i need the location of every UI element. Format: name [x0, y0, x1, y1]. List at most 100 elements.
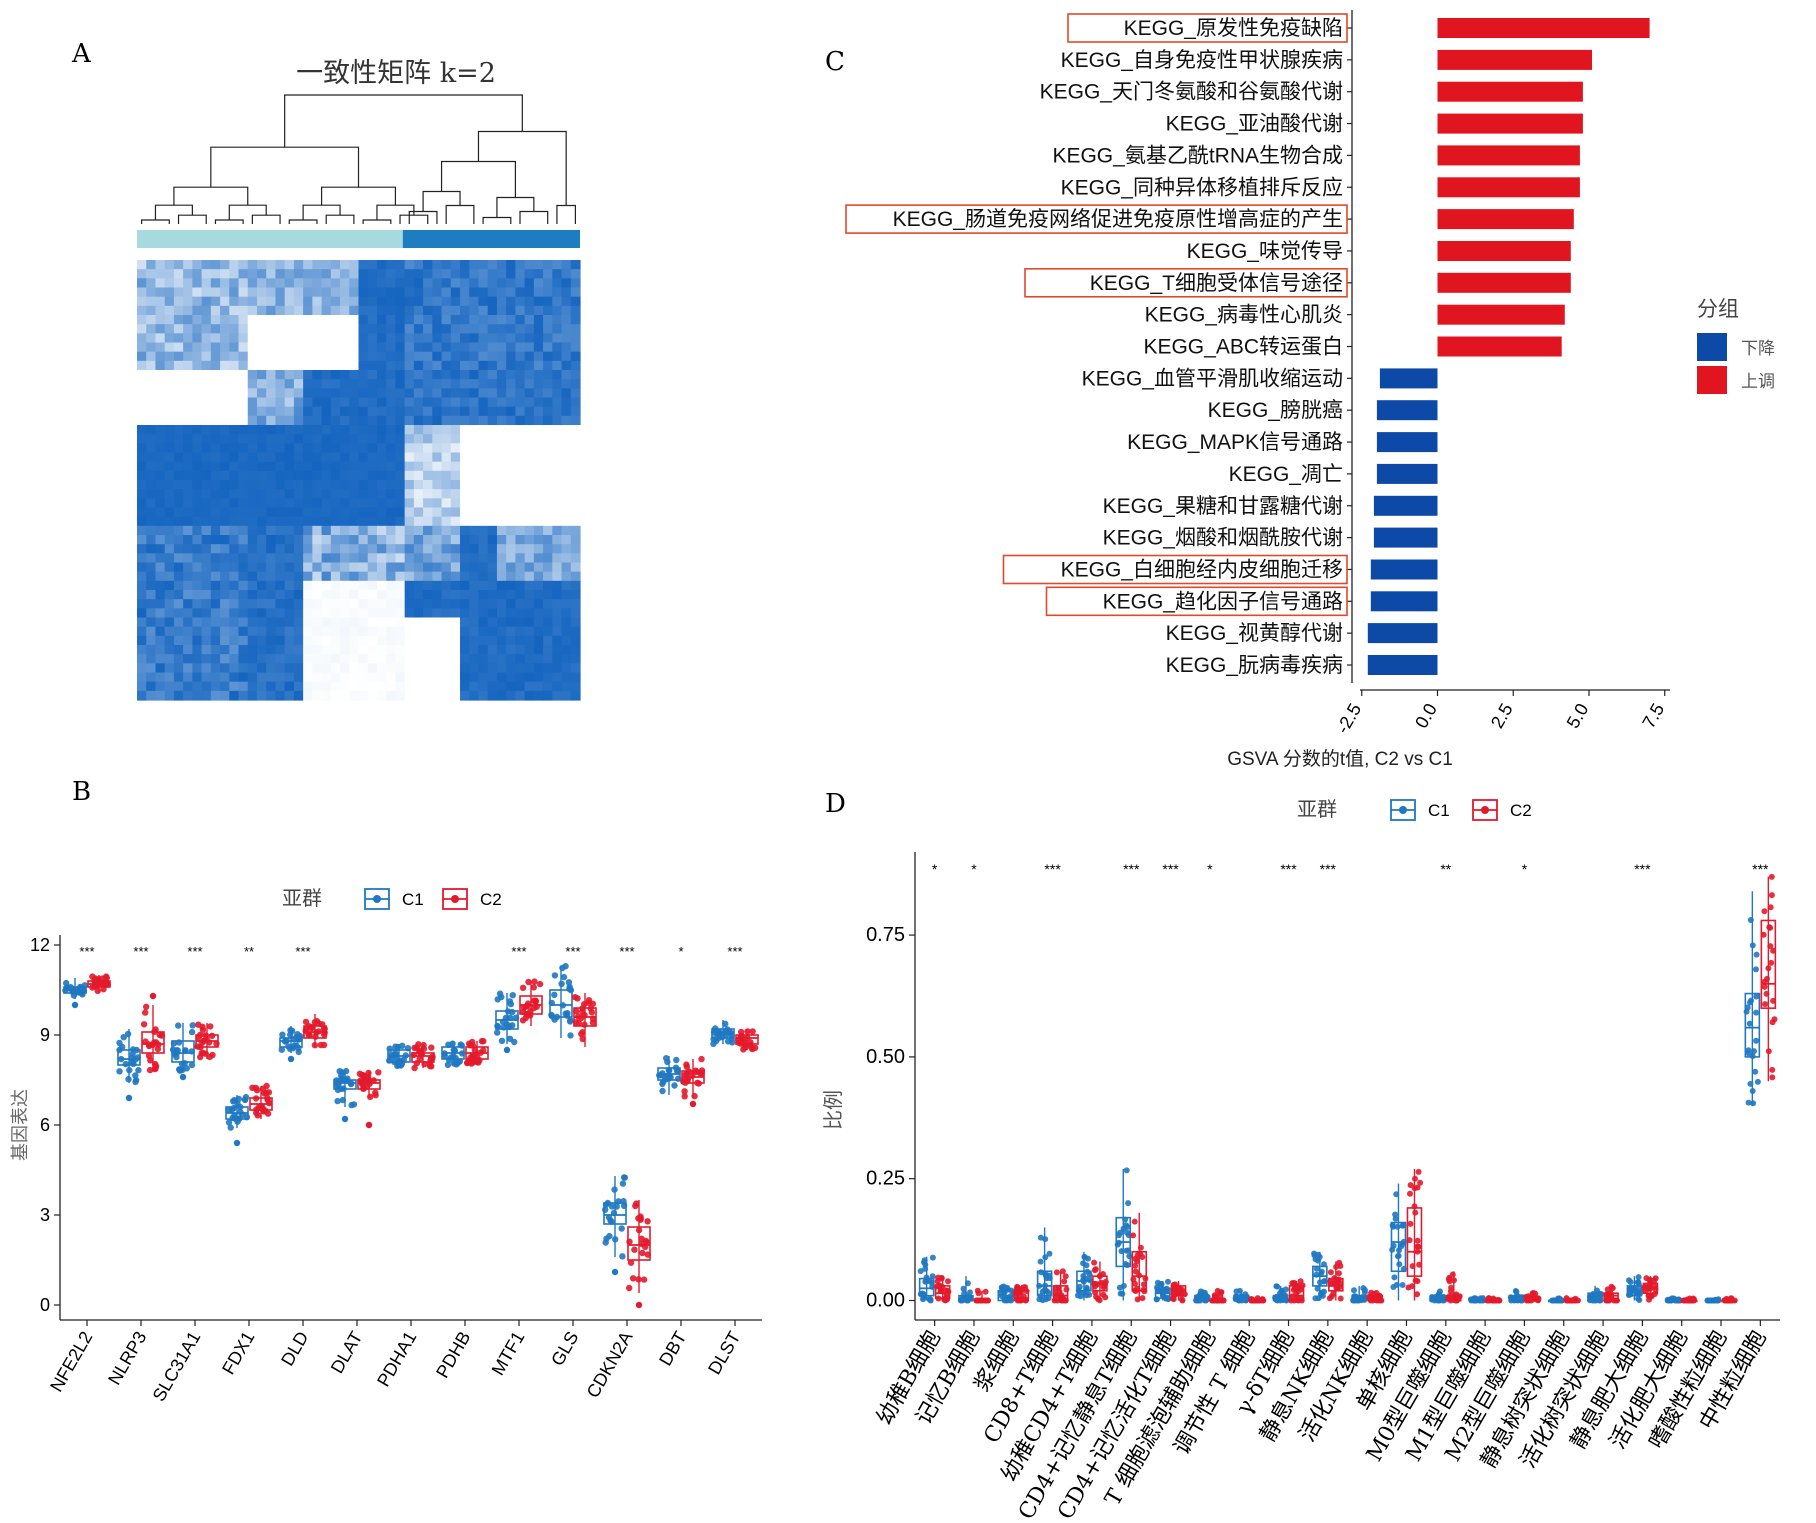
heatmap-cell: [358, 599, 369, 609]
data-point: [188, 1061, 196, 1069]
gsva-pathway-label: KEGG_MAPK信号通路: [1127, 431, 1343, 454]
heatmap-cell: [441, 415, 452, 426]
heatmap-cell: [321, 599, 332, 609]
heatmap-cell: [358, 617, 369, 628]
heatmap-cell: [395, 681, 406, 692]
heatmap-cell: [349, 397, 360, 408]
heatmap-cell: [496, 397, 507, 408]
heatmap-cell: [146, 315, 157, 325]
heatmap-cell: [460, 562, 470, 573]
heatmap-cell: [450, 324, 461, 334]
heatmap-cell: [284, 296, 295, 307]
heatmap-cell: [376, 544, 387, 554]
heatmap-cell: [404, 562, 415, 573]
heatmap-cell: [284, 434, 295, 444]
heatmap-cell: [340, 461, 350, 472]
heatmap-cell: [293, 562, 304, 573]
heatmap-cell: [330, 690, 341, 701]
heatmap-cell: [229, 305, 240, 316]
heatmap-cell: [413, 690, 424, 701]
heatmap-cell: [524, 553, 535, 564]
panel-c: C KEGG_原发性免疫缺陷KEGG_自身免疫性甲状腺疾病KEGG_天门冬氨酸和…: [825, 10, 1775, 770]
heatmap-cell: [496, 452, 507, 463]
heatmap-cell: [515, 360, 526, 371]
heatmap-cell: [404, 535, 415, 545]
data-point: [606, 1232, 613, 1240]
data-point: [1768, 959, 1775, 966]
data-point: [683, 1070, 690, 1077]
heatmap-cell: [469, 406, 480, 417]
heatmap-cell: [487, 690, 498, 701]
heatmap-cell: [533, 425, 544, 435]
heatmap-cell: [386, 480, 397, 490]
data-point: [103, 973, 110, 980]
heatmap-cell: [183, 269, 193, 279]
heatmap-cell: [256, 663, 267, 674]
heatmap-cell: [423, 324, 433, 334]
heatmap-cell: [570, 370, 581, 380]
heatmap-cell: [561, 269, 572, 279]
heatmap-cell: [367, 580, 378, 591]
heatmap-cell: [229, 452, 240, 463]
heatmap-cell: [358, 507, 369, 518]
heatmap-cell: [533, 672, 544, 683]
heatmap-cell: [506, 617, 516, 628]
heatmap-cell: [413, 672, 424, 683]
heatmap-cell: [229, 333, 240, 344]
heatmap-cell: [340, 608, 350, 619]
heatmap-cell: [358, 342, 369, 353]
heatmap-cell: [238, 580, 249, 591]
heatmap-cell: [570, 635, 581, 646]
panel-label-d: D: [825, 789, 846, 819]
heatmap-cell: [210, 397, 221, 408]
heatmap-cell: [506, 535, 516, 545]
heatmap-cell: [478, 461, 489, 472]
heatmap-cell: [349, 635, 360, 646]
heatmap-cell: [321, 315, 332, 325]
heatmap-cell: [358, 608, 369, 619]
heatmap-cell: [561, 590, 572, 600]
dendrogram-link: [376, 204, 415, 220]
heatmap-cell: [155, 645, 166, 655]
data-point: [1407, 1190, 1413, 1197]
data-point: [1131, 1218, 1138, 1225]
heatmap-cell: [423, 544, 433, 554]
heatmap-cell: [183, 516, 193, 527]
heatmap-cell: [349, 351, 360, 362]
heatmap-cell: [543, 672, 553, 683]
heatmap-cell: [192, 351, 203, 362]
heatmap-cell: [330, 324, 341, 334]
heatmap-cell: [238, 571, 249, 582]
heatmap-cell: [496, 580, 507, 591]
heatmap-cell: [164, 580, 175, 591]
box: [1328, 1277, 1344, 1292]
heatmap-cell: [367, 562, 378, 573]
heatmap-cell: [284, 305, 295, 316]
heatmap-cell: [210, 516, 221, 527]
heatmap-cell: [284, 342, 295, 353]
heatmap-cell: [183, 305, 193, 316]
heatmap-cell: [155, 296, 166, 307]
data-point: [1122, 1261, 1129, 1267]
heatmap-cell: [210, 525, 221, 536]
heatmap-cell: [423, 672, 433, 683]
data-point: [1337, 1295, 1344, 1302]
y-tick-label: 9: [40, 1025, 50, 1045]
heatmap-cell: [210, 379, 221, 389]
box: [1744, 992, 1761, 1058]
heatmap-cell: [321, 480, 332, 490]
heatmap-cell: [229, 278, 240, 289]
data-point: [710, 1040, 717, 1048]
heatmap-cell: [487, 342, 498, 353]
legend-label-c2: C2: [1510, 801, 1532, 820]
data-point: [551, 991, 558, 998]
heatmap-cell: [469, 296, 480, 307]
heatmap-cell: [330, 535, 341, 545]
x-tick-label: FDX1: [218, 1328, 258, 1378]
heatmap-cell: [423, 269, 433, 279]
heatmap-cell: [164, 370, 175, 380]
heatmap-cell: [155, 507, 166, 518]
heatmap-cell: [247, 461, 258, 472]
heatmap-cell: [524, 415, 535, 426]
heatmap-cell: [173, 388, 184, 399]
